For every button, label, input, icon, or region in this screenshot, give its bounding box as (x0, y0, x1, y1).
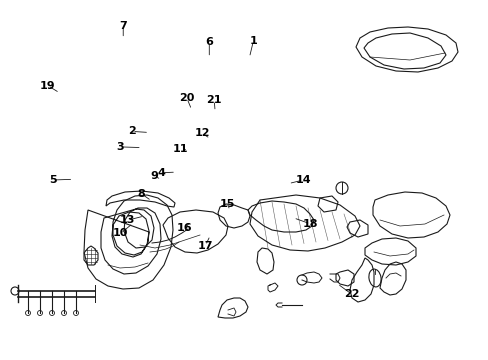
Text: 1: 1 (249, 36, 257, 46)
Text: 2: 2 (128, 126, 136, 136)
Text: 13: 13 (119, 215, 135, 225)
Text: 18: 18 (302, 219, 318, 229)
Text: 17: 17 (197, 240, 213, 251)
Text: 6: 6 (205, 37, 213, 48)
Text: 19: 19 (40, 81, 56, 91)
Text: 12: 12 (194, 128, 209, 138)
Text: 7: 7 (119, 21, 127, 31)
Text: 21: 21 (206, 95, 222, 105)
Text: 11: 11 (173, 144, 188, 154)
Text: 22: 22 (344, 289, 359, 300)
Text: 20: 20 (179, 93, 194, 103)
Text: 9: 9 (150, 171, 158, 181)
Text: 8: 8 (137, 189, 145, 199)
Text: 3: 3 (116, 142, 123, 152)
Text: 4: 4 (157, 168, 165, 178)
Text: 15: 15 (220, 199, 235, 210)
Text: 16: 16 (177, 223, 192, 233)
Text: 14: 14 (295, 175, 310, 185)
Text: 10: 10 (113, 228, 128, 238)
Text: 5: 5 (49, 175, 57, 185)
